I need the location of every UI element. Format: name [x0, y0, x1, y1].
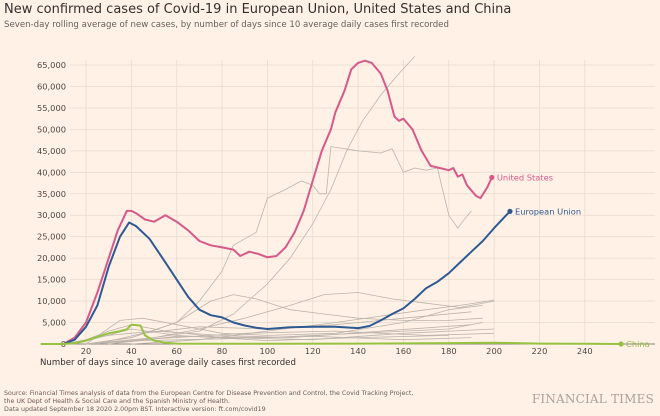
y-tick-label: 50,000 [37, 124, 66, 134]
y-tick-label: 60,000 [37, 81, 66, 91]
other-country-line [131, 299, 495, 345]
y-tick-label: 30,000 [37, 210, 66, 220]
other-country-line [85, 330, 495, 345]
china-line [40, 323, 622, 345]
x-tick-label: 180 [441, 346, 457, 356]
other-country-line [74, 324, 495, 345]
x-tick-label: 20 [81, 346, 92, 356]
y-tick-label: 25,000 [37, 232, 66, 242]
chart-subtitle: Seven-day rolling average of new cases, … [4, 20, 449, 30]
y-tick-label: 15,000 [37, 275, 66, 285]
source-line: Source: Financial Times analysis of data… [4, 390, 414, 397]
other-country-line [108, 322, 483, 345]
chart-title: New confirmed cases of Covid-19 in Europ… [4, 2, 512, 17]
united-states-line [62, 59, 493, 345]
other-country-line [85, 146, 472, 345]
y-tick-label: 55,000 [37, 103, 66, 113]
source-note: Source: Financial Times analysis of data… [4, 390, 413, 414]
x-axis-label: Number of days since 10 average daily ca… [40, 358, 296, 368]
ft-logo: FINANCIAL TIMES [531, 392, 654, 406]
china-end-marker [618, 341, 624, 347]
x-tick-label: 220 [532, 346, 548, 356]
x-tick-label: 240 [577, 346, 593, 356]
series-lines [40, 56, 622, 345]
y-tick-label: 10,000 [37, 296, 66, 306]
x-tick-label: 100 [259, 346, 275, 356]
y-tick-label: 35,000 [37, 189, 66, 199]
source-line: the UK Dept of Health & Social Care and … [4, 398, 230, 405]
y-axis-ticks: 05,00010,00015,00020,00025,00030,00035,0… [37, 60, 66, 349]
european-union-end-marker [507, 208, 513, 214]
united-states-end-marker [489, 174, 495, 181]
y-tick-label: 65,000 [37, 60, 66, 70]
x-tick-label: 140 [350, 346, 366, 356]
other-country-line [85, 56, 416, 345]
y-tick-label: 5,000 [42, 318, 66, 328]
x-axis-ticks: 20 40 60 80 100 120 140 160 180 200 220 240 [81, 346, 593, 356]
x-tick-label: 80 [217, 346, 228, 356]
y-tick-label: 20,000 [37, 253, 66, 263]
series-labels: United States European Union China [489, 172, 650, 349]
x-tick-label: 160 [395, 346, 411, 356]
european-union-label: European Union [515, 206, 581, 216]
y-tick-label: 40,000 [37, 167, 66, 177]
gridlines [70, 60, 655, 345]
x-tick-label: 120 [305, 346, 321, 356]
x-tick-label: 200 [486, 346, 502, 356]
european-union-line [63, 210, 511, 345]
china-label: China [626, 339, 650, 349]
other-country-line [108, 292, 495, 345]
x-tick-label: 60 [171, 346, 182, 356]
x-tick-label: 40 [126, 346, 137, 356]
other-country-line [85, 335, 472, 345]
y-tick-label: 45,000 [37, 146, 66, 156]
source-line: Data updated September 18 2020 2.00pm BS… [4, 406, 266, 413]
united-states-label: United States [497, 172, 553, 182]
